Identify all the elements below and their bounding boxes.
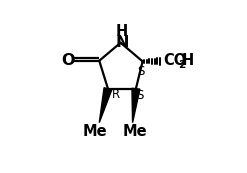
Text: S: S: [138, 65, 145, 78]
Polygon shape: [99, 88, 112, 123]
Text: CO: CO: [163, 53, 186, 68]
Text: H: H: [116, 24, 128, 39]
Text: H: H: [181, 53, 193, 68]
Polygon shape: [132, 88, 140, 123]
Text: Me: Me: [82, 125, 107, 139]
Text: R: R: [112, 88, 120, 101]
Text: 2: 2: [179, 60, 186, 70]
Text: Me: Me: [123, 125, 147, 139]
Text: N: N: [115, 35, 129, 50]
Text: S: S: [136, 89, 144, 102]
Text: O: O: [61, 53, 75, 68]
